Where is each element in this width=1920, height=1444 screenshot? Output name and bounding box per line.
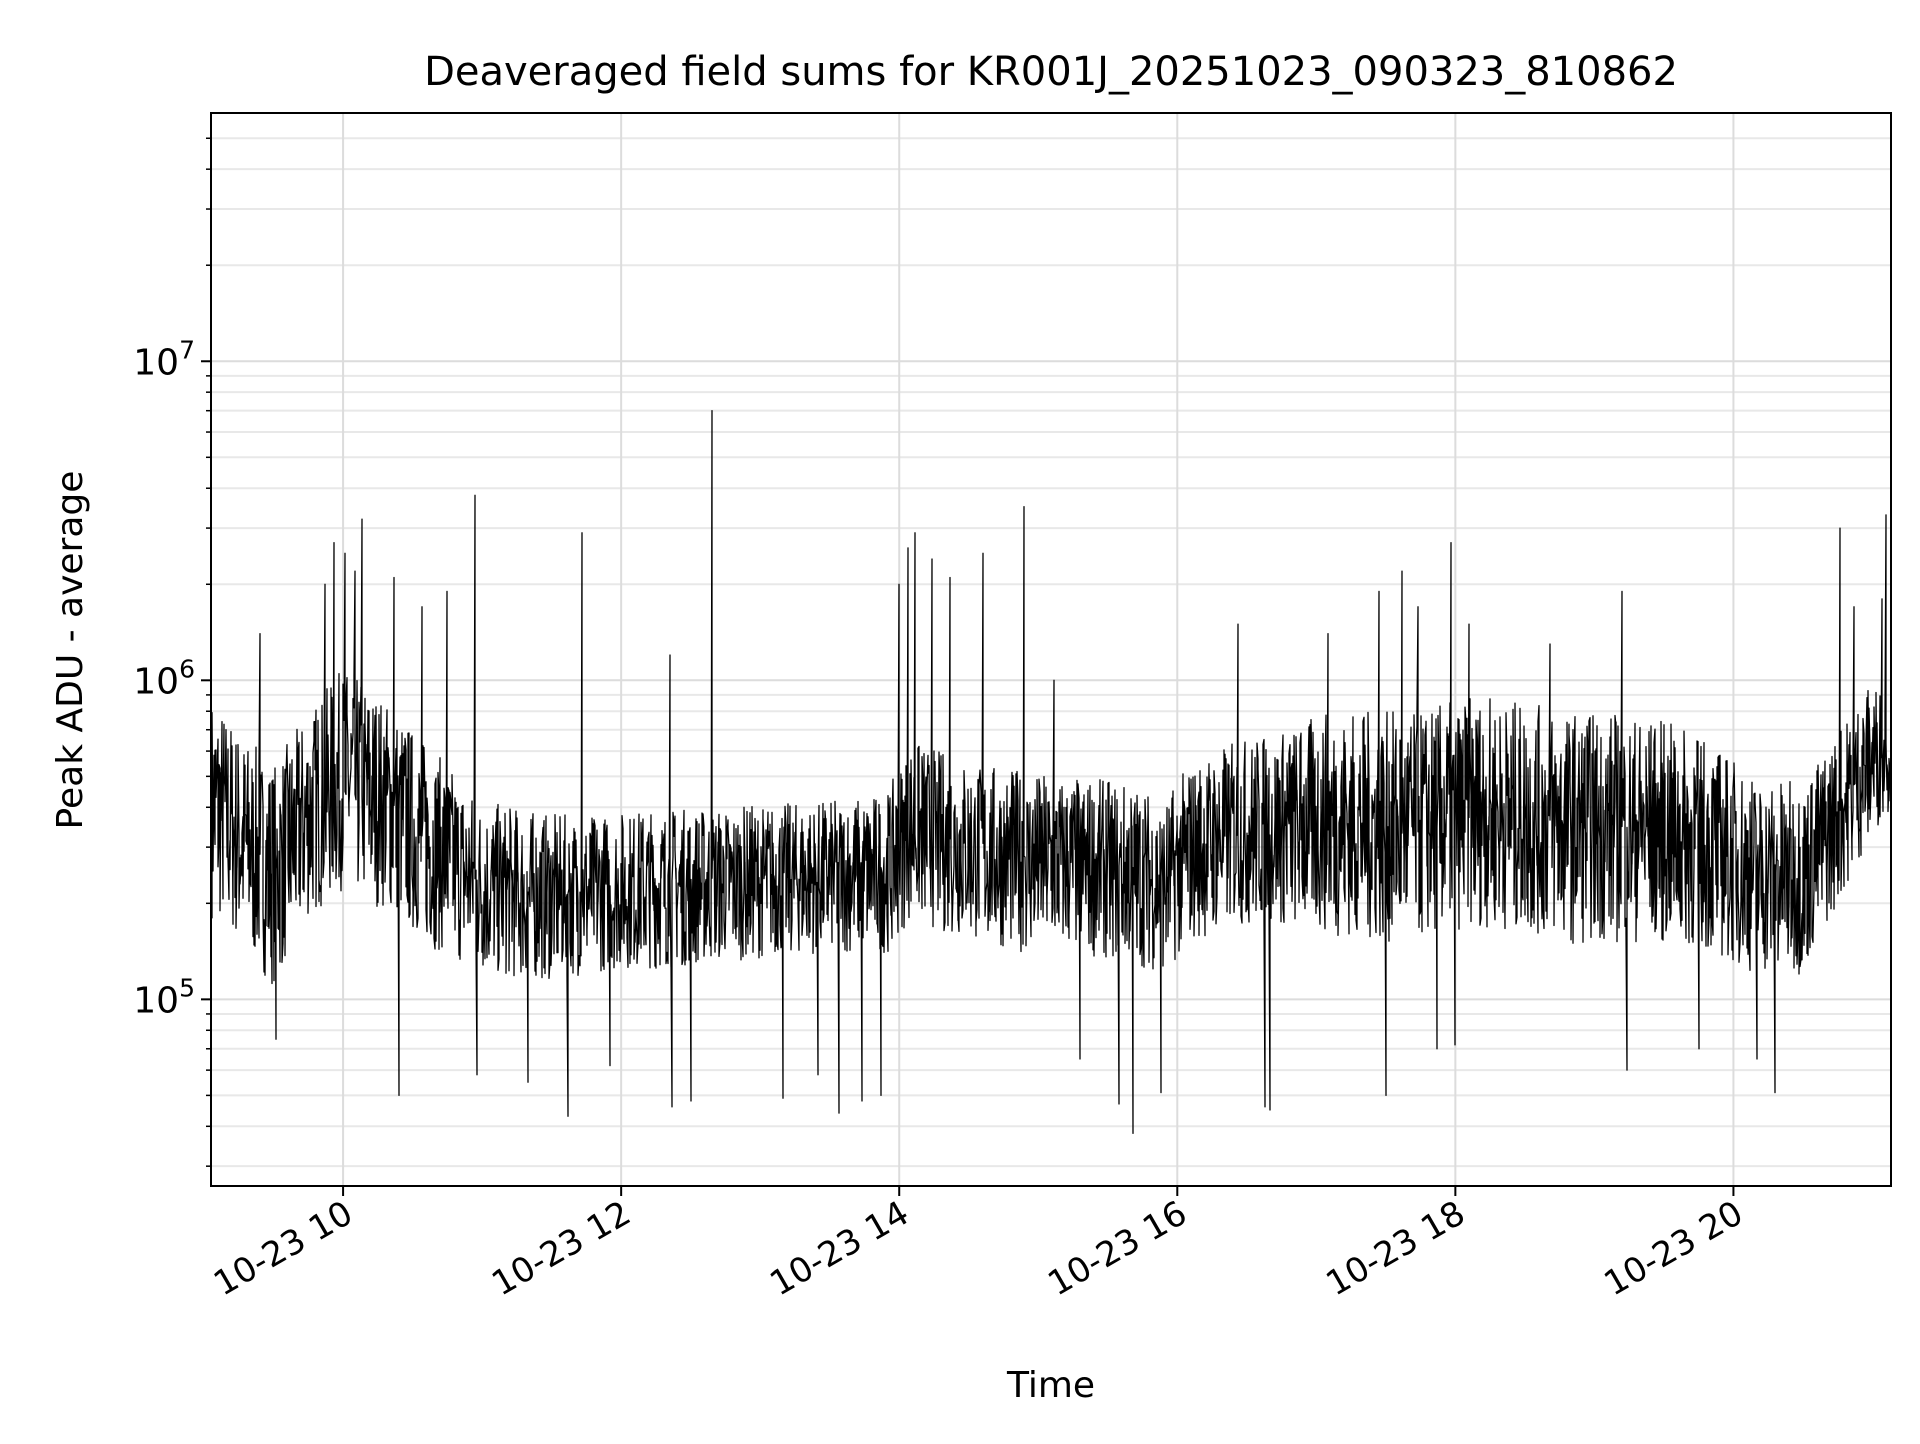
plot-frame xyxy=(210,112,1892,1187)
x-axis-label: Time xyxy=(1006,1365,1095,1406)
y-axis-label: Peak ADU - average xyxy=(50,471,91,830)
series-line xyxy=(210,410,1892,1135)
chart-title: Deaveraged field sums for KR001J_2025102… xyxy=(424,49,1678,95)
series-layer xyxy=(210,410,1892,1135)
